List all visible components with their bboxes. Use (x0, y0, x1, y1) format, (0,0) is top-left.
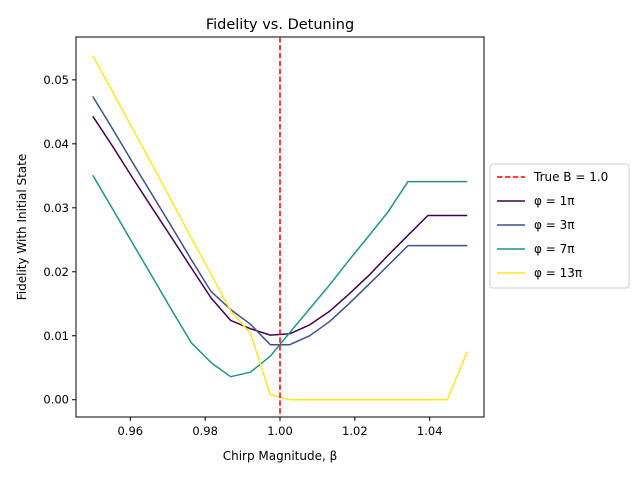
x-tick-label: 0.98 (192, 424, 218, 438)
x-tick-label: 0.96 (117, 424, 143, 438)
y-tick-label: 0.03 (43, 201, 69, 215)
legend-label: φ = 1π (534, 194, 574, 208)
y-tick-label: 0.02 (43, 265, 69, 279)
x-axis: 0.96 0.98 1.00 1.02 1.04 (117, 417, 443, 438)
legend-label: φ = 13π (534, 266, 582, 280)
x-tick-label: 1.04 (417, 424, 443, 438)
y-tick-label: 0.00 (43, 393, 69, 407)
x-tick-label: 1.02 (342, 424, 368, 438)
y-axis-label: Fidelity With Initial State (15, 154, 29, 301)
x-tick-label: 1.00 (267, 424, 293, 438)
legend-label: φ = 7π (534, 242, 574, 256)
legend-label: True B = 1.0 (533, 170, 608, 184)
legend: True B = 1.0 φ = 1π φ = 3π φ = 7π φ = 13π (489, 163, 630, 289)
y-tick-label: 0.01 (43, 329, 69, 343)
legend-label: φ = 3π (534, 218, 574, 232)
series-line-3 (92, 174, 468, 378)
chart-title: Fidelity vs. Detuning (206, 17, 354, 33)
y-tick-label: 0.05 (43, 73, 69, 87)
x-axis-label: Chirp Magnitude, β (223, 449, 338, 463)
y-axis: 0.00 0.01 0.02 0.03 0.04 0.05 (43, 73, 76, 407)
y-tick-label: 0.04 (43, 137, 69, 151)
legend-box (489, 163, 630, 289)
